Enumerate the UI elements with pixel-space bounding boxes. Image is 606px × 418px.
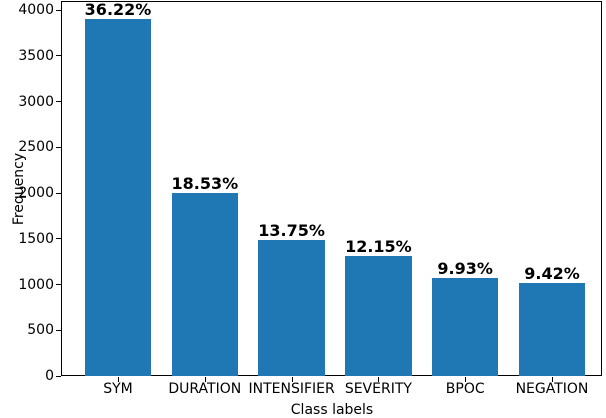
x-tick-label: INTENSIFIER: [248, 381, 335, 397]
y-tick-mark: [56, 9, 61, 11]
x-tick-label: BPOC: [445, 381, 485, 397]
y-tick-label: 4000: [18, 2, 54, 19]
y-tick-label: 0: [45, 368, 54, 384]
y-tick-label: 3500: [18, 47, 54, 64]
bar: [345, 256, 412, 376]
bar-value-label: 18.53%: [171, 174, 239, 194]
y-tick-label: 2000: [18, 185, 54, 202]
y-tick-mark: [56, 146, 61, 148]
y-tick-label: 3000: [18, 93, 54, 110]
bar: [518, 283, 586, 376]
x-tick-mark: [378, 377, 380, 382]
y-tick-label: 1500: [18, 230, 54, 247]
y-tick-mark: [56, 284, 61, 286]
bar: [431, 277, 499, 376]
bar-value-label: 9.42%: [524, 264, 580, 283]
bar: [171, 193, 239, 376]
bar: [84, 18, 152, 376]
y-tick-label: 500: [27, 322, 54, 339]
y-tick-mark: [56, 329, 61, 331]
x-tick-label: SEVERITY: [344, 381, 412, 397]
plot-area-frame: [61, 1, 602, 376]
x-tick-mark: [552, 377, 553, 382]
y-tick-label: 2500: [18, 139, 54, 156]
y-tick-label: 1000: [18, 276, 54, 293]
bar-value-label: 9.93%: [437, 258, 493, 278]
y-tick-mark: [56, 101, 61, 103]
x-tick-label: SYM: [103, 381, 133, 397]
y-tick-mark: [56, 375, 61, 377]
x-axis-title: Class labels: [290, 402, 374, 418]
x-tick-mark: [204, 377, 206, 382]
y-tick-mark: [56, 55, 61, 57]
x-tick-mark: [118, 377, 119, 382]
y-tick-mark: [56, 238, 61, 240]
bar: [258, 240, 325, 376]
bar-value-label: 13.75%: [258, 221, 325, 241]
x-tick-label: DURATION: [168, 381, 242, 397]
y-tick-mark: [56, 192, 61, 194]
bar-value-label: 12.15%: [345, 237, 412, 257]
x-tick-label: NEGATION: [515, 381, 589, 397]
x-tick-mark: [291, 377, 293, 382]
x-tick-mark: [465, 377, 467, 382]
bar-value-label: 36.22%: [84, 0, 152, 19]
